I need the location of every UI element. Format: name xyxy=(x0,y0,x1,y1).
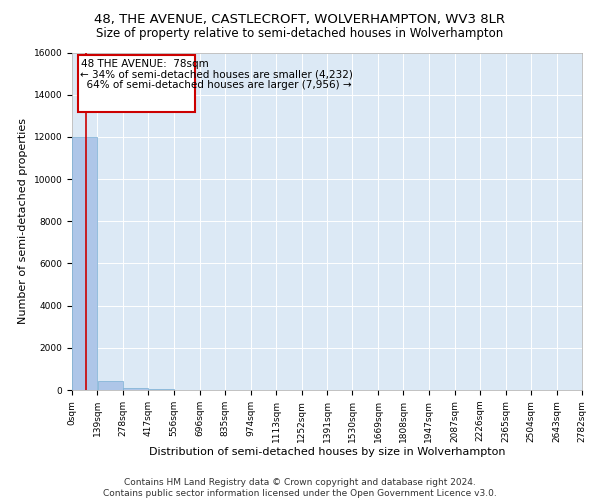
Y-axis label: Number of semi-detached properties: Number of semi-detached properties xyxy=(18,118,28,324)
Text: Size of property relative to semi-detached houses in Wolverhampton: Size of property relative to semi-detach… xyxy=(97,28,503,40)
Text: 48 THE AVENUE:  78sqm: 48 THE AVENUE: 78sqm xyxy=(81,59,209,69)
Bar xyxy=(98,380,123,390)
FancyBboxPatch shape xyxy=(79,54,195,112)
Text: ← 34% of semi-detached houses are smaller (4,232): ← 34% of semi-detached houses are smalle… xyxy=(80,70,353,80)
Bar xyxy=(72,137,97,390)
Text: Contains HM Land Registry data © Crown copyright and database right 2024.
Contai: Contains HM Land Registry data © Crown c… xyxy=(103,478,497,498)
Text: 64% of semi-detached houses are larger (7,956) →: 64% of semi-detached houses are larger (… xyxy=(80,80,352,90)
Text: 48, THE AVENUE, CASTLECROFT, WOLVERHAMPTON, WV3 8LR: 48, THE AVENUE, CASTLECROFT, WOLVERHAMPT… xyxy=(95,12,505,26)
Bar xyxy=(123,388,148,390)
X-axis label: Distribution of semi-detached houses by size in Wolverhampton: Distribution of semi-detached houses by … xyxy=(149,448,505,458)
